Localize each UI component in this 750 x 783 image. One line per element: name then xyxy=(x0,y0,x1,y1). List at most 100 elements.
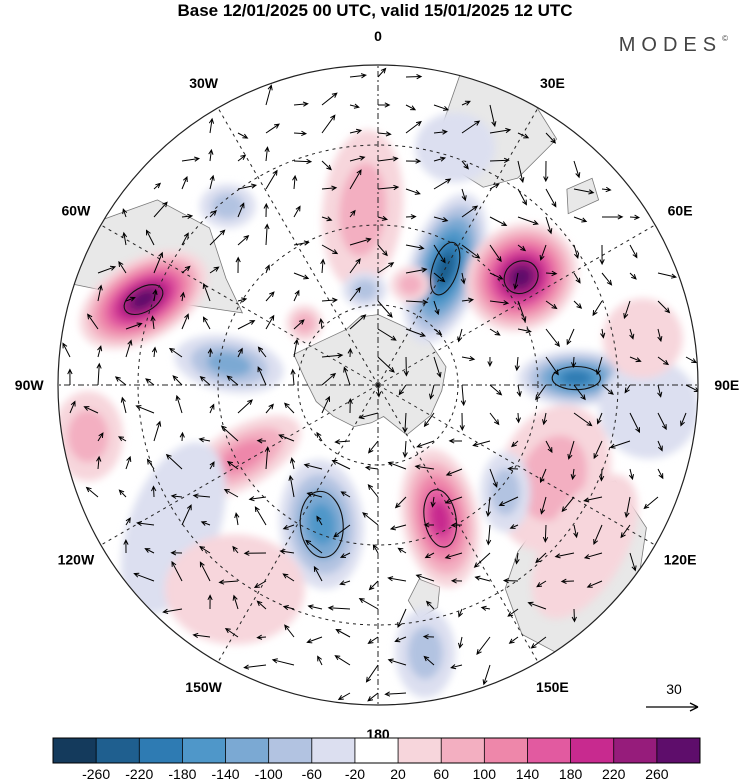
wind-vector xyxy=(560,578,575,584)
wind-vector xyxy=(135,405,155,414)
wind-vector xyxy=(628,468,634,481)
wind-vector xyxy=(461,244,481,259)
wind-vector xyxy=(339,580,351,586)
wind-vector xyxy=(263,202,269,218)
wind-vector xyxy=(340,491,351,498)
wind-vector xyxy=(394,636,407,643)
wind-vector xyxy=(170,550,183,556)
wind-vector xyxy=(485,496,491,518)
wind-vector xyxy=(321,216,333,222)
wind-vector xyxy=(601,272,613,286)
colorbar: -260 -220 -180 -140 -100 -60 -20 20 60 100 140 180 2… xyxy=(52,737,701,782)
contour-a4 xyxy=(551,365,601,391)
wind-vector xyxy=(123,538,129,554)
colorbar-label: -180 xyxy=(168,766,196,782)
wind-vector xyxy=(397,608,407,628)
wind-vector xyxy=(144,548,155,554)
wind-vector xyxy=(372,544,379,554)
colorbar-swatch-12 xyxy=(527,738,571,763)
wind-vector xyxy=(335,628,351,638)
wind-vector xyxy=(473,552,491,568)
wind-vector xyxy=(67,368,73,386)
wind-vector xyxy=(517,160,525,184)
colorbar-label: 260 xyxy=(645,766,669,782)
wind-vector xyxy=(83,406,99,414)
wind-vector xyxy=(316,431,323,442)
wind-vector xyxy=(517,216,539,225)
wind-vector xyxy=(517,244,527,252)
wind-vector xyxy=(573,384,586,401)
wind-vector xyxy=(405,214,417,220)
wind-vector xyxy=(97,265,117,274)
anomaly-a17-level-2 xyxy=(407,626,443,680)
wind-vector xyxy=(623,300,631,320)
wind-vector xyxy=(172,375,183,386)
wind-vector xyxy=(377,262,395,274)
wind-vector xyxy=(69,400,76,414)
wind-vector xyxy=(573,272,581,284)
wind-vector xyxy=(153,251,164,274)
wind-vector xyxy=(377,244,388,257)
wind-vector xyxy=(367,636,379,644)
colorbar-label: -20 xyxy=(345,766,365,782)
wind-vector xyxy=(545,300,558,310)
wind-vector xyxy=(535,552,547,564)
wind-vector xyxy=(237,235,250,246)
wind-vector xyxy=(571,356,577,369)
wind-vector xyxy=(292,174,298,190)
wind-vector xyxy=(243,664,267,670)
anomaly-a5-level-5 xyxy=(429,500,451,537)
colorbar-swatch-3 xyxy=(139,738,183,763)
wind-vector xyxy=(237,154,247,162)
wind-vector xyxy=(224,627,239,638)
wind-vector xyxy=(347,398,353,414)
wind-vector xyxy=(265,314,275,330)
wind-vector xyxy=(461,297,475,303)
new-zealand xyxy=(407,578,441,619)
wind-vector xyxy=(457,328,463,343)
wind-vector xyxy=(321,395,330,414)
wind-vector xyxy=(181,213,194,220)
colorbar-swatch-2 xyxy=(96,738,140,763)
wind-vector xyxy=(321,297,338,303)
wind-vector xyxy=(601,384,614,395)
wind-vector xyxy=(349,155,366,162)
wind-vector xyxy=(433,328,443,336)
wind-vector xyxy=(293,240,310,246)
wind-vector xyxy=(489,183,500,190)
wind-vector xyxy=(489,157,510,164)
wind-vector xyxy=(433,272,446,283)
wind-vector xyxy=(539,244,547,261)
wind-vector xyxy=(365,664,379,683)
wind-vector xyxy=(303,463,323,470)
wind-vector xyxy=(331,460,351,470)
wind-vector xyxy=(62,342,71,358)
meridian-240 xyxy=(100,384,379,546)
wind-vector xyxy=(171,560,183,582)
wind-vector xyxy=(514,552,520,565)
wind-vector xyxy=(145,229,155,246)
colorbar-label: 220 xyxy=(602,766,626,782)
wind-vector xyxy=(450,578,463,584)
wind-vector xyxy=(535,384,547,401)
colorbar-label: -100 xyxy=(255,766,283,782)
wind-vector xyxy=(461,205,479,218)
wind-vector xyxy=(284,624,295,638)
wind-vector xyxy=(367,440,379,454)
colorbar-swatch-14 xyxy=(613,738,658,763)
wind-vector xyxy=(657,440,663,452)
contour-a2 xyxy=(429,241,461,296)
wind-vector xyxy=(461,188,467,202)
wind-vector xyxy=(448,438,463,444)
contour-a6 xyxy=(299,490,344,558)
wind-vector xyxy=(368,580,379,591)
wind-vector xyxy=(316,515,323,526)
wind-vector xyxy=(199,546,211,554)
wind-vector xyxy=(349,314,367,330)
wind-vector xyxy=(349,73,367,79)
wind-vector xyxy=(321,185,338,191)
wind-vector xyxy=(290,457,296,470)
wind-vector xyxy=(349,286,361,302)
wind-vector xyxy=(232,594,239,610)
